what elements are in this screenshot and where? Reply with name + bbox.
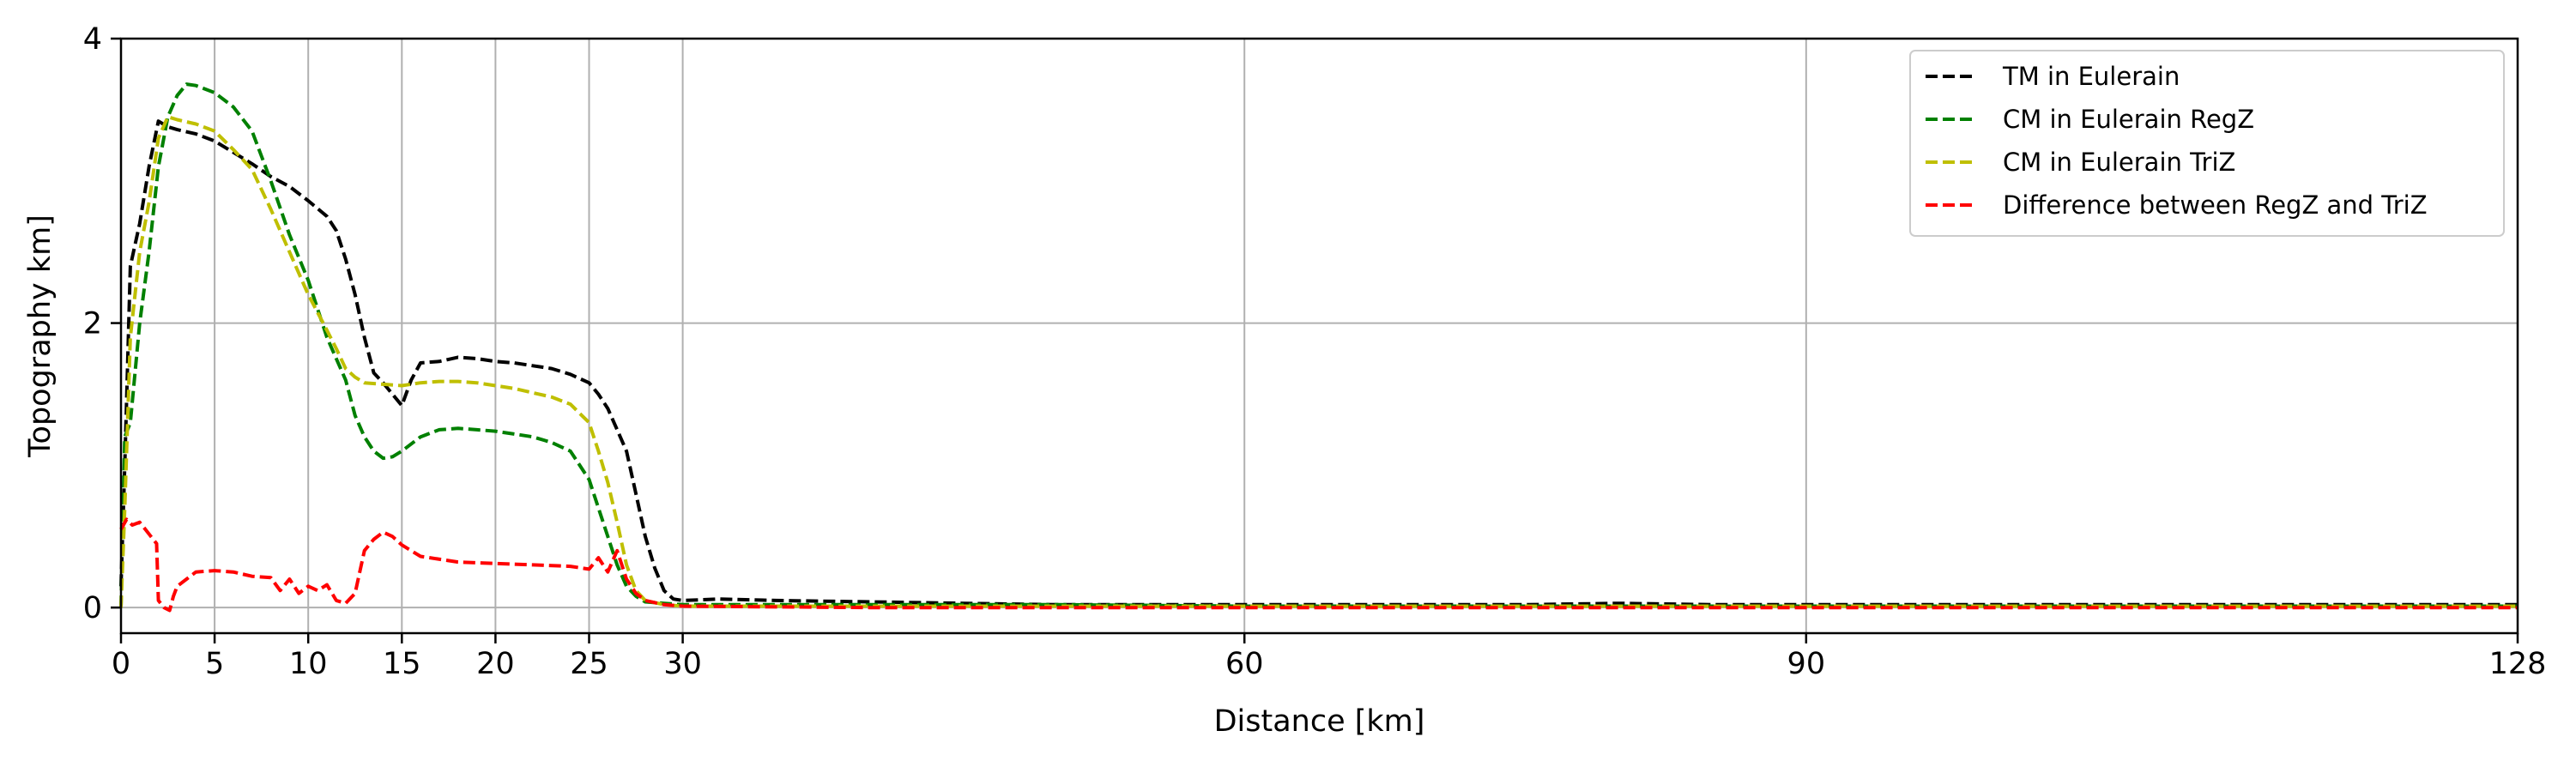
x-tick-label: 10 bbox=[289, 647, 328, 681]
legend: TM in Eulerain CM in Eulerain RegZ CM in E… bbox=[1909, 50, 2505, 237]
legend-label: CM in Eulerain TriZ bbox=[2003, 148, 2235, 177]
x-tick-label: 25 bbox=[570, 647, 608, 681]
x-tick-label: 30 bbox=[663, 647, 702, 681]
x-tick-label: 128 bbox=[2489, 647, 2547, 681]
x-tick-label: 0 bbox=[112, 647, 130, 681]
plot-series bbox=[119, 82, 2518, 613]
legend-label: TM in Eulerain bbox=[2002, 62, 2180, 91]
legend-box bbox=[1909, 50, 2505, 237]
x-axis-title: Distance [km] bbox=[1214, 704, 1425, 739]
y-tick-label: 2 bbox=[83, 307, 102, 341]
series-tm-in-eulerain bbox=[119, 119, 2518, 607]
x-tick-label: 20 bbox=[476, 647, 515, 681]
legend-label: Difference between RegZ and TriZ bbox=[2003, 190, 2428, 220]
series-line-tm-in-eulerain bbox=[119, 119, 2518, 607]
plot-frame bbox=[119, 37, 2519, 635]
axis-ticks: 0 5 10 15 20 25 30 60 90 128 0 2 4 bbox=[83, 22, 2547, 681]
series-line-cm-in-eulerain-regz bbox=[119, 82, 2518, 608]
x-tick-label: 15 bbox=[383, 647, 421, 681]
series-difference-between-regz-and-triz bbox=[119, 517, 2518, 613]
series-cm-in-eulerain-regz bbox=[119, 82, 2518, 608]
series-line-difference-between-regz-and-triz bbox=[119, 517, 2518, 613]
legend-label: CM in Eulerain RegZ bbox=[2003, 105, 2254, 134]
x-tick-label: 5 bbox=[205, 647, 224, 681]
y-axis-title: Topography km] bbox=[23, 214, 57, 458]
x-tick-label: 90 bbox=[1787, 647, 1826, 681]
y-tick-label: 4 bbox=[83, 22, 102, 57]
y-tick-label: 0 bbox=[83, 591, 102, 625]
x-tick-label: 60 bbox=[1225, 647, 1264, 681]
